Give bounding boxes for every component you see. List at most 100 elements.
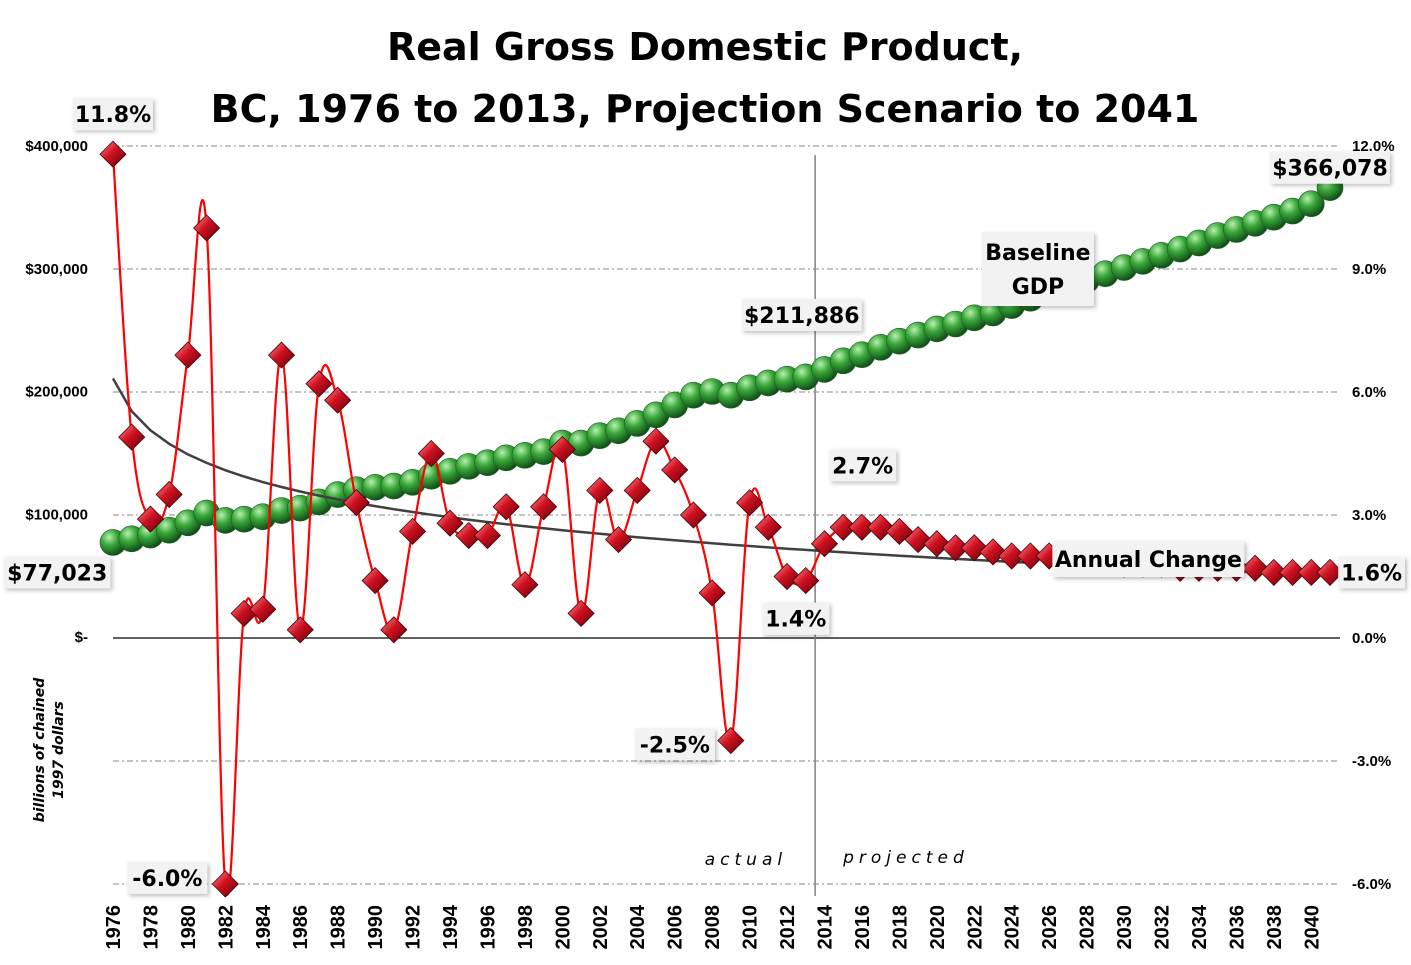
annual-change-point xyxy=(848,513,876,541)
baseline-gdp-label: Baseline GDP xyxy=(981,232,1094,306)
annual-change-point xyxy=(286,616,314,644)
data-label: $366,078 xyxy=(1272,157,1388,182)
x-tick-label: 2038 xyxy=(1264,905,1286,950)
x-tick-label: 1992 xyxy=(403,905,425,950)
annual-change-point xyxy=(436,509,464,537)
annual-change-point xyxy=(736,489,764,517)
x-tick-label: 2004 xyxy=(627,904,649,949)
baseline-gdp-label-line-1: Baseline xyxy=(985,241,1090,266)
x-tick-label: 2010 xyxy=(740,905,762,950)
annual-change-point xyxy=(642,427,670,455)
data-label: $77,023 xyxy=(7,561,107,586)
x-tick-label: 2012 xyxy=(777,905,799,950)
x-tick-label: 2002 xyxy=(590,905,612,950)
annual-change-point xyxy=(792,567,820,595)
annual-change-point xyxy=(211,870,239,898)
x-tick-label: 1984 xyxy=(253,904,275,949)
left-tick-label: $200,000 xyxy=(25,384,88,401)
annual-change-point xyxy=(829,513,857,541)
x-axis-ticks: 1976 1978 1980 1982 1984 1986 1988 1990 1992 1994… xyxy=(103,904,1323,949)
annual-change-point xyxy=(511,571,539,599)
x-tick-label: 2014 xyxy=(814,904,836,949)
annual-change-point xyxy=(417,439,445,468)
right-tick-label: 0.0% xyxy=(1352,630,1386,647)
annual-change-point xyxy=(810,530,839,558)
x-tick-label: 2030 xyxy=(1114,905,1136,950)
annual-change-point xyxy=(380,616,408,644)
annual-change-point xyxy=(698,579,726,607)
annual-change-point xyxy=(136,505,165,533)
annual-change-point xyxy=(661,456,689,484)
x-tick-label: 1982 xyxy=(215,905,237,950)
data-label: 2.7% xyxy=(832,454,893,479)
data-label-box xyxy=(634,728,715,761)
data-label-box xyxy=(1270,151,1390,184)
annual-change-point xyxy=(249,595,277,623)
right-tick-label: -3.0% xyxy=(1352,753,1391,770)
gdp-point xyxy=(1297,190,1325,217)
annual-change-point xyxy=(979,538,1007,566)
x-tick-label: 2006 xyxy=(665,905,687,950)
data-label: 1.6% xyxy=(1341,561,1402,586)
x-tick-label: 1986 xyxy=(290,905,312,950)
annual-change-point xyxy=(754,513,782,541)
annual-change-point xyxy=(399,517,427,545)
annual-change-point xyxy=(623,476,651,504)
x-tick-label: 1994 xyxy=(440,904,462,949)
annual-change-point xyxy=(773,562,801,591)
x-tick-label: 2016 xyxy=(852,905,874,950)
x-tick-label: 2040 xyxy=(1301,905,1323,950)
annual-change-point xyxy=(342,489,370,517)
left-axis-label-line-2: 1997 dollars xyxy=(51,701,67,799)
annual-change-point xyxy=(118,423,146,451)
left-axis-label-line-1: billions of chained xyxy=(32,677,48,823)
data-label-box xyxy=(73,98,153,131)
annual-change-point xyxy=(904,526,932,554)
right-tick-label: 6.0% xyxy=(1352,384,1386,401)
annual-change-point xyxy=(567,599,595,627)
series-baseline-gdp xyxy=(99,174,1344,556)
annual-change-point xyxy=(305,370,333,398)
annual-change-point xyxy=(174,341,202,369)
left-tick-label: $100,000 xyxy=(25,506,88,523)
x-tick-label: 2036 xyxy=(1226,905,1248,950)
annual-change-point xyxy=(586,476,614,504)
annual-change-point xyxy=(604,526,633,554)
data-labels: 11.8% -6.0% -2.5% 2.7% 1.4% 1.6% $77,023 $211,8… xyxy=(4,98,1405,894)
baseline-gdp-label-line-2: GDP xyxy=(1012,275,1064,300)
annual-change-point xyxy=(885,517,913,545)
annual-change-point xyxy=(1241,554,1269,582)
data-label-box xyxy=(762,602,830,635)
actual-annotation: actual xyxy=(705,850,787,870)
x-tick-label: 1996 xyxy=(477,905,499,950)
data-label: -6.0% xyxy=(132,867,202,892)
x-tick-label: 2032 xyxy=(1151,905,1173,950)
x-tick-label: 2028 xyxy=(1077,905,1099,950)
data-label-box xyxy=(1338,556,1405,589)
annual-change-point xyxy=(230,599,258,627)
x-tick-label: 2026 xyxy=(1039,905,1061,950)
annual-change-point xyxy=(473,521,502,550)
right-tick-label: 3.0% xyxy=(1352,507,1386,524)
annual-change-point xyxy=(941,534,970,562)
annual-change-label-text: Annual Change xyxy=(1055,548,1242,573)
annual-change-point xyxy=(361,567,389,595)
x-tick-label: 2020 xyxy=(927,905,949,950)
annual-change-point xyxy=(998,542,1026,570)
right-tick-label: -6.0% xyxy=(1352,876,1391,893)
left-tick-label: $- xyxy=(75,629,88,646)
annual-change-point xyxy=(679,501,707,529)
annual-change-point xyxy=(717,726,745,755)
x-tick-label: 1990 xyxy=(365,905,387,950)
right-axis-ticks: 12.0% 9.0% 6.0% 3.0% 0.0% -3.0% -6.0% xyxy=(1352,138,1395,893)
right-tick-label: 9.0% xyxy=(1352,261,1386,278)
data-label-box xyxy=(127,862,208,894)
annual-change-point xyxy=(923,530,951,558)
left-axis-label: billions of chained 1997 dollars xyxy=(32,677,67,823)
x-tick-label: 1980 xyxy=(178,905,200,950)
annual-change-point xyxy=(1016,542,1044,570)
chart-title-line-2: BC, 1976 to 2013, Projection Scenario to… xyxy=(211,87,1200,131)
annual-change-point xyxy=(324,386,352,414)
left-axis-ticks: $400,000 $300,000 $200,000 $100,000 $- xyxy=(25,138,88,646)
annual-change-point xyxy=(1260,558,1288,586)
